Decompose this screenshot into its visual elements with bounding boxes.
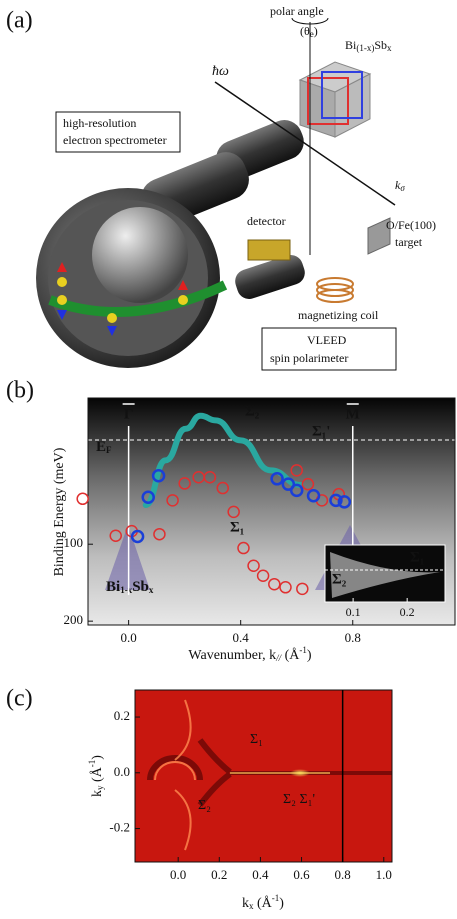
symmetry-label: Γ	[124, 406, 134, 422]
label: detector	[247, 214, 286, 228]
x-tick-label: 1.0	[376, 867, 392, 882]
band-label: Σ₁	[250, 732, 263, 747]
x-tick-label: 0.6	[293, 867, 310, 882]
analyzer-sphere	[92, 207, 188, 303]
label: O/Fe(100)	[386, 218, 436, 232]
intensity-map	[135, 690, 392, 862]
inset-label: Σ₂	[332, 571, 347, 587]
label: (θe)	[300, 24, 318, 39]
label: kσ	[395, 178, 405, 193]
band-label: Σ₁'	[312, 423, 330, 439]
panel-label: (c)	[6, 686, 33, 712]
panel-label: (b)	[6, 378, 34, 404]
band-label: Σ₂	[245, 403, 260, 419]
y-tick-label: 0.2	[114, 708, 130, 723]
band-label: Σ₂	[198, 798, 211, 813]
x-axis-label: kx (Å-1)	[242, 893, 284, 911]
label: ħω	[212, 64, 229, 79]
x-tick-label: 0.8	[345, 630, 361, 645]
y-tick-label: -0.2	[109, 820, 130, 835]
coil	[317, 278, 353, 302]
x-tick-label: 0.0	[120, 630, 136, 645]
band-label: Σ₂ Σ₁'	[283, 792, 315, 807]
x-tick-label: 0.8	[335, 867, 351, 882]
label: electron spectrometer	[63, 133, 167, 147]
inset-tick-label: 0.2	[400, 605, 415, 619]
x-tick-label: 0.2	[211, 867, 227, 882]
x-tick-label: 0.4	[252, 867, 269, 882]
figure: (a) polar angle (θe) ħω	[0, 0, 457, 919]
label: magnetizing coil	[298, 308, 379, 322]
panel-b: (b) EF Bi1-xSbx Binding Energy (meV) Wav…	[6, 378, 455, 664]
y-tick-label: 0.0	[114, 764, 130, 779]
label: VLEED	[307, 333, 347, 347]
y-tick-label: 200	[64, 612, 84, 627]
panel-label: (a)	[6, 8, 33, 34]
y-axis-label: Binding Energy (meV)	[52, 447, 67, 576]
inset-tick-label: 0.1	[346, 605, 361, 619]
label: polar angle	[270, 4, 324, 18]
label: spin polarimeter	[270, 351, 348, 365]
data-point	[77, 493, 88, 504]
band-label: Σ₁	[230, 519, 244, 535]
x-tick-label: 0.4	[233, 630, 250, 645]
x-tick-label: 0.0	[170, 867, 186, 882]
map-hotspot	[290, 769, 310, 777]
label: Bi(1-x)Sbx	[345, 38, 392, 53]
panel-a: (a) polar angle (θe) ħω	[6, 4, 436, 370]
y-axis-label: ky (Å-1)	[87, 755, 105, 797]
label: target	[395, 235, 423, 249]
y-tick-label: 100	[64, 535, 84, 550]
x-axis-label: Wavenumber, k// (Å-1)	[188, 645, 312, 663]
symmetry-label: M	[346, 406, 360, 422]
label: high-resolution	[63, 116, 136, 130]
inset-label: Σ₁	[410, 549, 424, 565]
detector	[248, 240, 290, 260]
panel-c: (c) ky (Å-1) kx (Å-1) 0.0 0.2 0.4 0.6 0.8 1.0…	[6, 686, 392, 912]
